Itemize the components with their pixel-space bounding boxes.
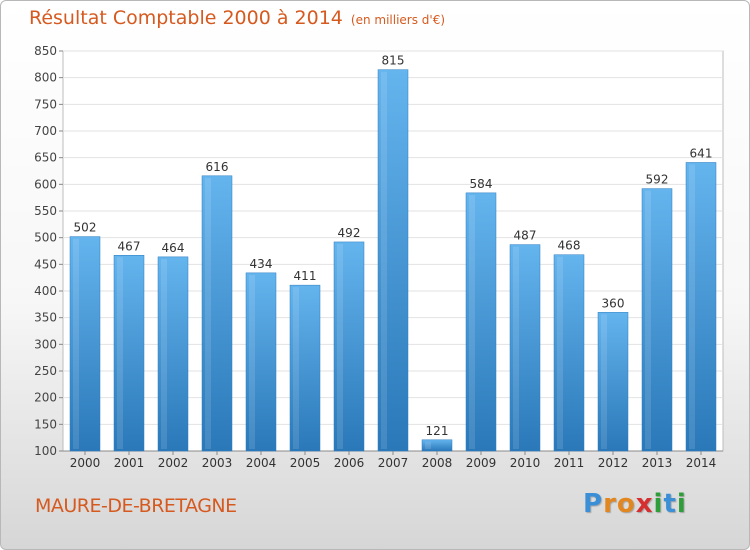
y-tick-label: 450 [34,257,57,271]
bar-highlight [381,71,387,450]
x-tick-label: 2013 [642,456,673,470]
bar-value-label: 815 [382,54,405,68]
logo-letter: r [603,489,617,519]
bar-highlight [249,274,255,449]
bar-highlight [601,314,607,449]
y-tick-label: 150 [34,417,57,431]
bar [509,244,541,452]
x-tick-label: 2006 [334,456,365,470]
bar-value-label: 411 [294,269,317,283]
x-tick-label: 2011 [554,456,585,470]
bar-value-label: 121 [426,424,449,438]
x-tick-label: 2014 [686,456,717,470]
x-tick-label: 2000 [70,456,101,470]
bar-highlight [73,238,79,449]
bar [685,162,717,452]
logo-letter: t [663,489,677,519]
bar-value-label: 434 [250,257,273,271]
bar-value-label: 467 [118,239,141,253]
bar-highlight [161,258,167,449]
bar-value-label: 502 [74,221,97,235]
x-tick-label: 2009 [466,456,497,470]
chart-subtitle: (en milliers d'€) [350,13,446,27]
y-tick-label: 800 [34,71,57,85]
y-tick-label: 750 [34,97,57,111]
y-tick-label: 100 [34,444,57,458]
logo-letter: i [676,489,687,519]
x-tick-label: 2008 [422,456,453,470]
y-tick-label: 550 [34,204,57,218]
chart-title: Résultat Comptable 2000 à 2014 (en millie… [29,7,445,29]
x-tick-label: 2012 [598,456,629,470]
bar-highlight [469,194,475,449]
logo-letter: x [635,489,654,519]
y-tick-label: 250 [34,364,57,378]
bar-value-label: 360 [602,296,625,310]
logo-letter: o [616,489,636,519]
bar-value-label: 616 [206,160,229,174]
bar-highlight [117,257,123,449]
bar-highlight [337,243,343,449]
bar-highlight [205,177,211,450]
bar-highlight [689,164,695,449]
bar-highlight [513,246,519,449]
x-tick-label: 2004 [246,456,277,470]
logo-letter: i [653,489,664,519]
y-tick-label: 400 [34,284,57,298]
bar-value-label: 492 [338,226,361,240]
bar [201,175,233,452]
bar [553,254,585,452]
x-tick-label: 2002 [158,456,189,470]
bar [641,188,673,452]
y-tick-label: 600 [34,177,57,191]
bar-highlight [293,287,299,449]
bar [289,284,321,452]
bar [113,255,145,452]
x-tick-label: 2010 [510,456,541,470]
bar-value-label: 641 [690,146,713,160]
bar [377,69,409,452]
proxiti-logo: Proxiti [583,489,687,519]
bar-highlight [425,441,431,449]
x-tick-label: 2007 [378,456,409,470]
y-tick-label: 700 [34,124,57,138]
bar-highlight [557,256,563,449]
bar [157,256,189,452]
bar-highlight [645,190,651,449]
y-tick-label: 850 [34,44,57,58]
bar-value-label: 487 [514,229,537,243]
y-tick-label: 350 [34,311,57,325]
x-tick-label: 2001 [114,456,145,470]
bar [465,192,497,452]
y-tick-label: 200 [34,391,57,405]
bar [245,272,277,452]
y-tick-label: 300 [34,337,57,351]
y-tick-label: 650 [34,151,57,165]
bar-value-label: 468 [558,239,581,253]
bar [597,312,629,452]
commune-name: MAURE-DE-BRETAGNE [35,495,237,517]
x-tick-label: 2003 [202,456,233,470]
x-tick-label: 2005 [290,456,321,470]
bar-value-label: 584 [470,177,493,191]
chart-title-text: Résultat Comptable 2000 à 2014 [29,7,343,29]
bar-value-label: 464 [162,241,185,255]
y-tick-label: 500 [34,231,57,245]
logo-letter: P [583,489,604,519]
bar-value-label: 592 [646,173,669,187]
